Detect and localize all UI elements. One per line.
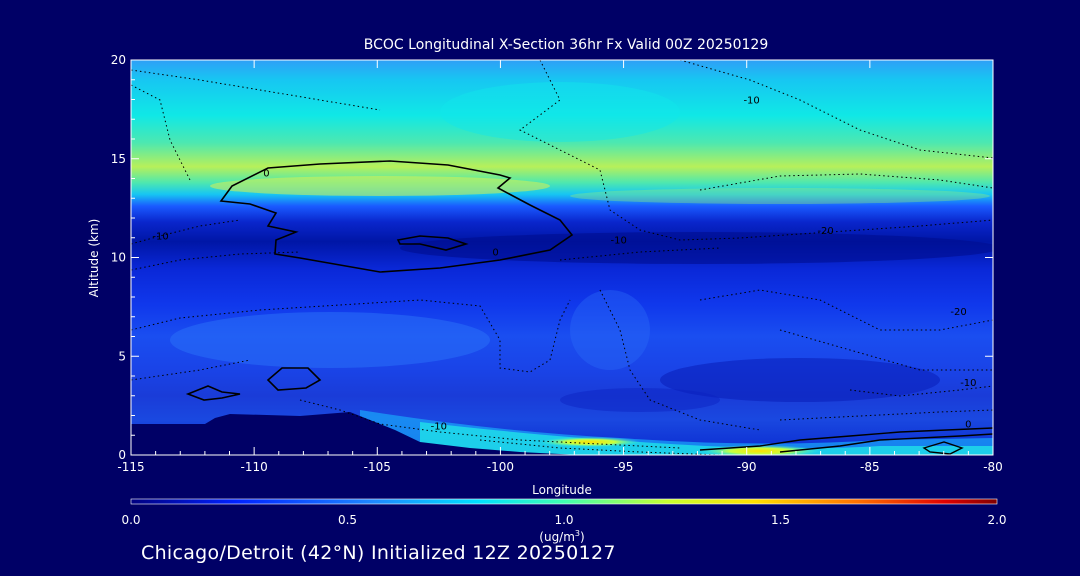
x-tick-label: -110 xyxy=(241,460,268,474)
contour-zero-surface2 xyxy=(779,433,993,453)
x-tick-label: -85 xyxy=(860,460,880,474)
colorbar-unit: (ug/m3) xyxy=(539,529,584,544)
colorbar-tick-label: 1.5 xyxy=(771,513,790,527)
y-tick-label: 5 xyxy=(118,349,126,363)
contour-label: 0 xyxy=(965,419,971,430)
contour-zero-lowleft1 xyxy=(266,367,322,391)
footer-caption: Chicago/Detroit (42°N) Initialized 12Z 2… xyxy=(141,542,616,564)
x-tick-label: -115 xyxy=(117,460,144,474)
contour-labels: 0 0 -10 -10 -20 -20 -10 -10 -10 0 xyxy=(152,95,976,432)
contour-label: -10 xyxy=(743,95,759,106)
contour-zero-upper xyxy=(219,160,574,273)
x-tick-label: -105 xyxy=(364,460,391,474)
y-tick-label: 0 xyxy=(118,448,126,462)
contour-label: 0 xyxy=(263,169,269,180)
x-axis: -115 -110 -105 -100 -95 -90 -85 -80 xyxy=(117,60,1003,474)
contour-label: -20 xyxy=(950,307,966,318)
x-tick-label: -80 xyxy=(983,460,1003,474)
x-axis-label: Longitude xyxy=(532,483,592,497)
dotted-contours xyxy=(131,60,993,455)
contour-label: -10 xyxy=(152,232,168,243)
colorbar-tick-label: 0.0 xyxy=(121,513,140,527)
y-tick-label: 15 xyxy=(111,152,126,166)
x-tick-label: -90 xyxy=(737,460,757,474)
y-tick-label: 10 xyxy=(111,251,126,265)
y-tick-label: 20 xyxy=(111,53,126,67)
y-axis: 0 5 10 15 20 xyxy=(111,53,993,462)
contour-zero-inner xyxy=(396,235,469,251)
contour-zero-rightblob xyxy=(922,441,964,455)
contour-label: 0 xyxy=(492,248,498,259)
contour-label: -10 xyxy=(610,236,626,247)
y-axis-label: Altitude (km) xyxy=(87,219,101,298)
contour-label: -10 xyxy=(960,378,976,389)
heatmap-field xyxy=(131,60,993,455)
contour-label: -10 xyxy=(431,421,447,432)
colorbar-tick-label: 1.0 xyxy=(554,513,573,527)
chart-title: BCOC Longitudinal X-Section 36hr Fx Vali… xyxy=(364,37,768,53)
colorbar-tick-label: 2.0 xyxy=(987,513,1006,527)
contour-label: -20 xyxy=(817,226,833,237)
x-tick-label: -95 xyxy=(614,460,634,474)
colorbar-ticks: 0.0 0.5 1.0 1.5 2.0 xyxy=(121,513,1006,527)
colorbar xyxy=(130,498,998,505)
x-tick-label: -100 xyxy=(487,460,514,474)
contour-zero-lowleft2 xyxy=(185,385,241,401)
contour-lines xyxy=(131,60,993,455)
contour-zero-surface xyxy=(699,427,993,451)
colorbar-tick-label: 0.5 xyxy=(338,513,357,527)
